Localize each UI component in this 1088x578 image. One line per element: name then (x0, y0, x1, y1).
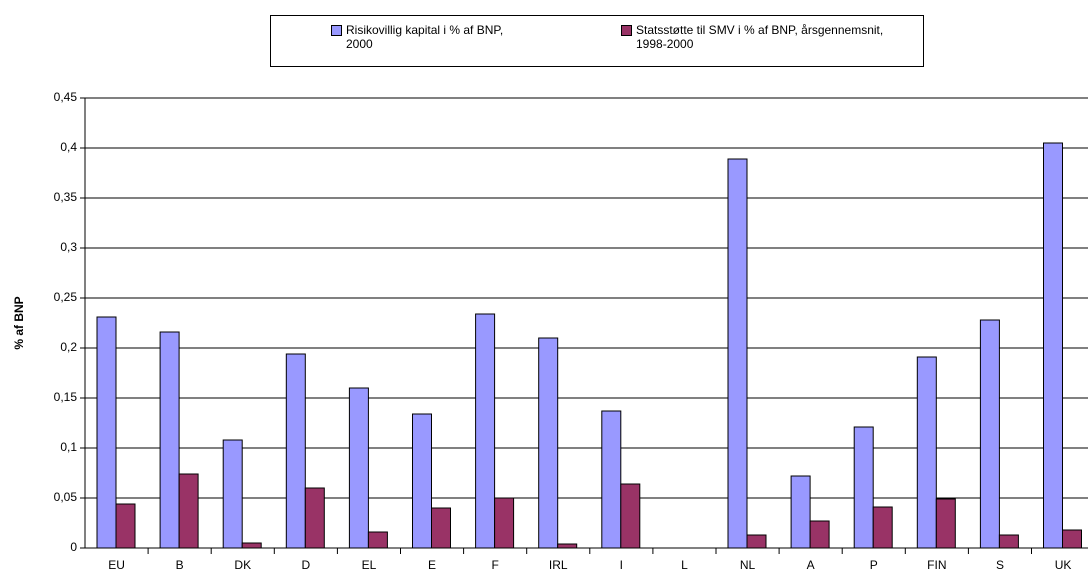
x-tick-label: FIN (927, 558, 946, 572)
x-tick-label: D (302, 558, 311, 572)
bar (916, 356, 937, 549)
bar (367, 531, 388, 549)
y-tick-label: 0,35 (54, 190, 78, 204)
x-tick-label: A (807, 558, 815, 572)
bar (1062, 529, 1082, 549)
bar (96, 316, 117, 549)
bar (872, 506, 893, 549)
x-tick-label: DK (234, 558, 251, 572)
bar (746, 534, 767, 549)
x-tick-label: NL (740, 558, 756, 572)
bar (727, 158, 748, 549)
bar (178, 473, 199, 549)
bar (620, 483, 641, 549)
y-tick-label: 0,25 (54, 290, 78, 304)
y-tick-label: 0,05 (54, 490, 78, 504)
x-tick-label: L (681, 558, 688, 572)
bar (853, 426, 874, 549)
legend-label: Statsstøtte til SMV i % af BNP, årsgenne… (636, 23, 884, 51)
bar (809, 520, 830, 549)
bar (304, 487, 325, 549)
legend-swatch (331, 25, 342, 36)
bar (1043, 142, 1063, 549)
x-tick-label: EL (362, 558, 377, 572)
y-tick-label: 0 (70, 540, 77, 554)
bar (538, 337, 559, 549)
bar (159, 331, 180, 549)
bar (790, 475, 811, 549)
x-tick-label: EU (108, 558, 125, 572)
x-tick-label: S (996, 558, 1004, 572)
bar (998, 534, 1019, 549)
x-tick-label: P (870, 558, 878, 572)
bar (935, 498, 956, 549)
bar (557, 543, 578, 549)
bar (348, 387, 369, 549)
bar (601, 410, 622, 549)
bar (222, 439, 243, 549)
legend-label: Risikovillig kapital i % af BNP, 2000 (346, 23, 504, 51)
bar (475, 313, 496, 549)
x-tick-label: UK (1055, 558, 1072, 572)
x-tick-label: E (428, 558, 436, 572)
bar (285, 353, 306, 549)
y-tick-label: 0,2 (60, 340, 77, 354)
bar (431, 507, 451, 549)
legend-entry: Risikovillig kapital i % af BNP, 2000 (331, 23, 516, 51)
bar (412, 413, 432, 549)
legend-entry: Statsstøtte til SMV i % af BNP, årsgenne… (621, 23, 896, 51)
bar (115, 503, 136, 549)
y-tick-label: 0,15 (54, 390, 78, 404)
y-tick-label: 0,3 (60, 240, 77, 254)
x-tick-label: IRL (549, 558, 568, 572)
y-tick-label: 0,1 (60, 440, 77, 454)
x-tick-label: B (176, 558, 184, 572)
bar (241, 542, 262, 549)
x-tick-label: I (620, 558, 623, 572)
bar (494, 497, 515, 549)
y-axis-label: % af BNP (12, 296, 26, 349)
bar (979, 319, 1000, 549)
y-tick-label: 0,4 (60, 140, 77, 154)
legend: Risikovillig kapital i % af BNP, 2000 Sta… (270, 15, 924, 67)
x-tick-label: F (491, 558, 498, 572)
y-tick-label: 0,45 (54, 90, 78, 104)
legend-swatch (621, 25, 632, 36)
